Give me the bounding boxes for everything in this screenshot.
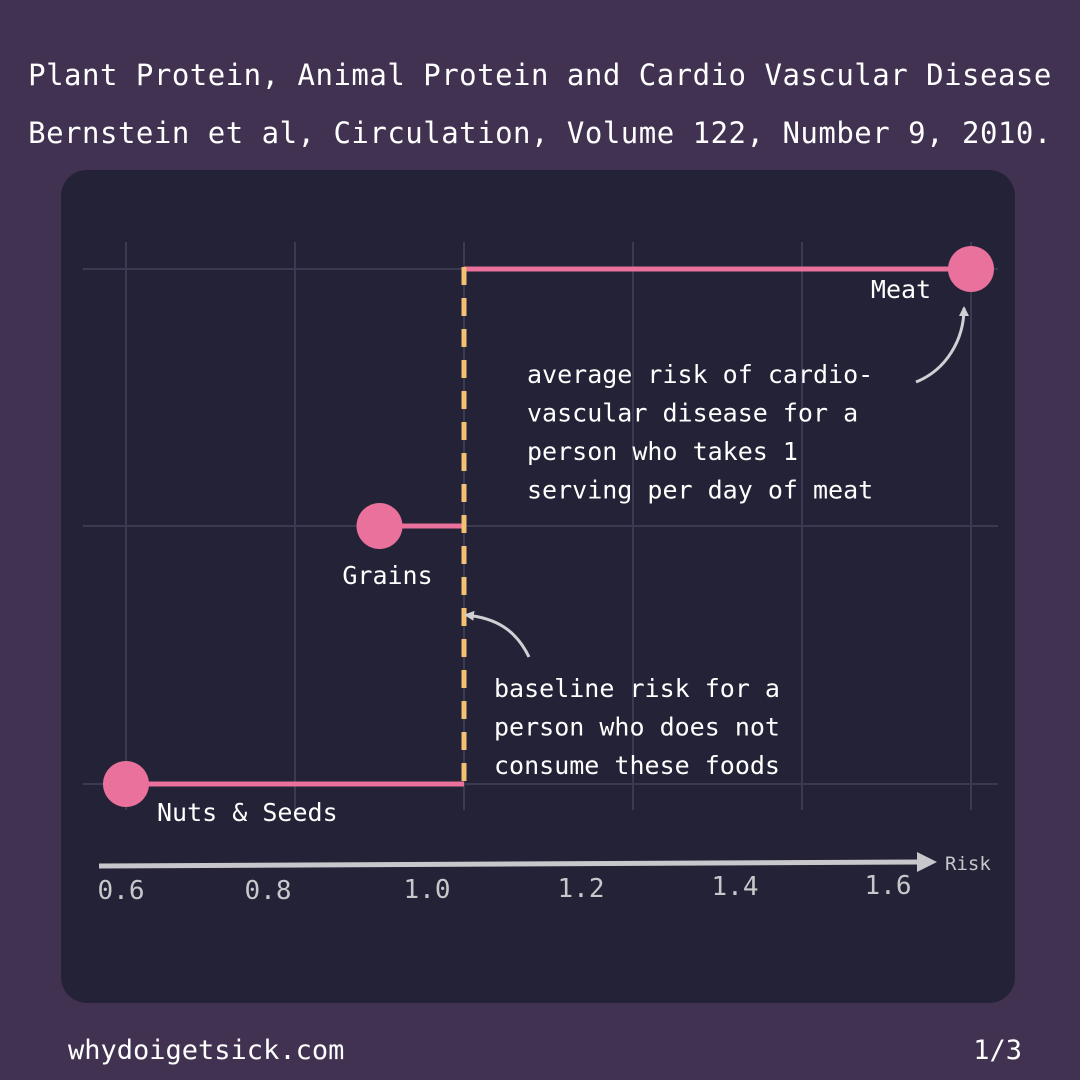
- meat-annotation: average risk of cardio-vascular disease …: [527, 360, 873, 505]
- x-tick-label: 1.2: [558, 874, 605, 904]
- x-tick-label: 0.8: [245, 876, 292, 906]
- annotation-line: person who takes 1: [527, 437, 798, 466]
- x-tick-label: 1.6: [865, 871, 912, 901]
- x-axis: Risk 0.6 0.8 1.0 1.2 1.4 1.6: [98, 852, 991, 906]
- annotation-line: baseline risk for a: [494, 674, 780, 703]
- site-url: whydoigetsick.com: [68, 1035, 345, 1066]
- annotation-line: average risk of cardio-: [527, 360, 873, 389]
- series: Nuts & Seeds Grains Meat: [103, 246, 994, 827]
- point-label: Nuts & Seeds: [157, 798, 338, 827]
- data-point: [103, 761, 149, 807]
- annotation-line: vascular disease for a: [527, 399, 858, 428]
- chart-title: Plant Protein, Animal Protein and Cardio…: [28, 58, 1052, 92]
- baseline-annotation: baseline risk for a person who does not co…: [494, 674, 780, 780]
- annotation-line: serving per day of meat: [527, 476, 873, 505]
- x-axis-line: [98, 859, 924, 869]
- x-axis-arrowhead: [917, 852, 937, 872]
- risk-chart: Nuts & Seeds Grains Meat average risk of c…: [83, 242, 998, 906]
- data-point: [948, 246, 994, 292]
- chart-card: Nuts & Seeds Grains Meat average risk of c…: [61, 170, 1015, 1003]
- page-number: 1/3: [973, 1035, 1022, 1066]
- point-label: Meat: [871, 275, 931, 304]
- x-tick-label: 1.4: [712, 872, 759, 902]
- x-axis-label: Risk: [945, 853, 991, 875]
- chart-subtitle: Bernstein et al, Circulation, Volume 122…: [28, 116, 1052, 150]
- meat-arrow: [915, 306, 969, 384]
- baseline-arrow: [464, 610, 531, 658]
- point-label: Grains: [342, 561, 432, 590]
- x-tick-label: 1.0: [404, 875, 451, 905]
- x-tick-label: 0.6: [98, 876, 145, 906]
- annotation-line: consume these foods: [494, 751, 780, 780]
- annotation-line: person who does not: [494, 713, 780, 742]
- data-point: [356, 503, 403, 549]
- annotations: average risk of cardio-vascular disease …: [464, 306, 969, 780]
